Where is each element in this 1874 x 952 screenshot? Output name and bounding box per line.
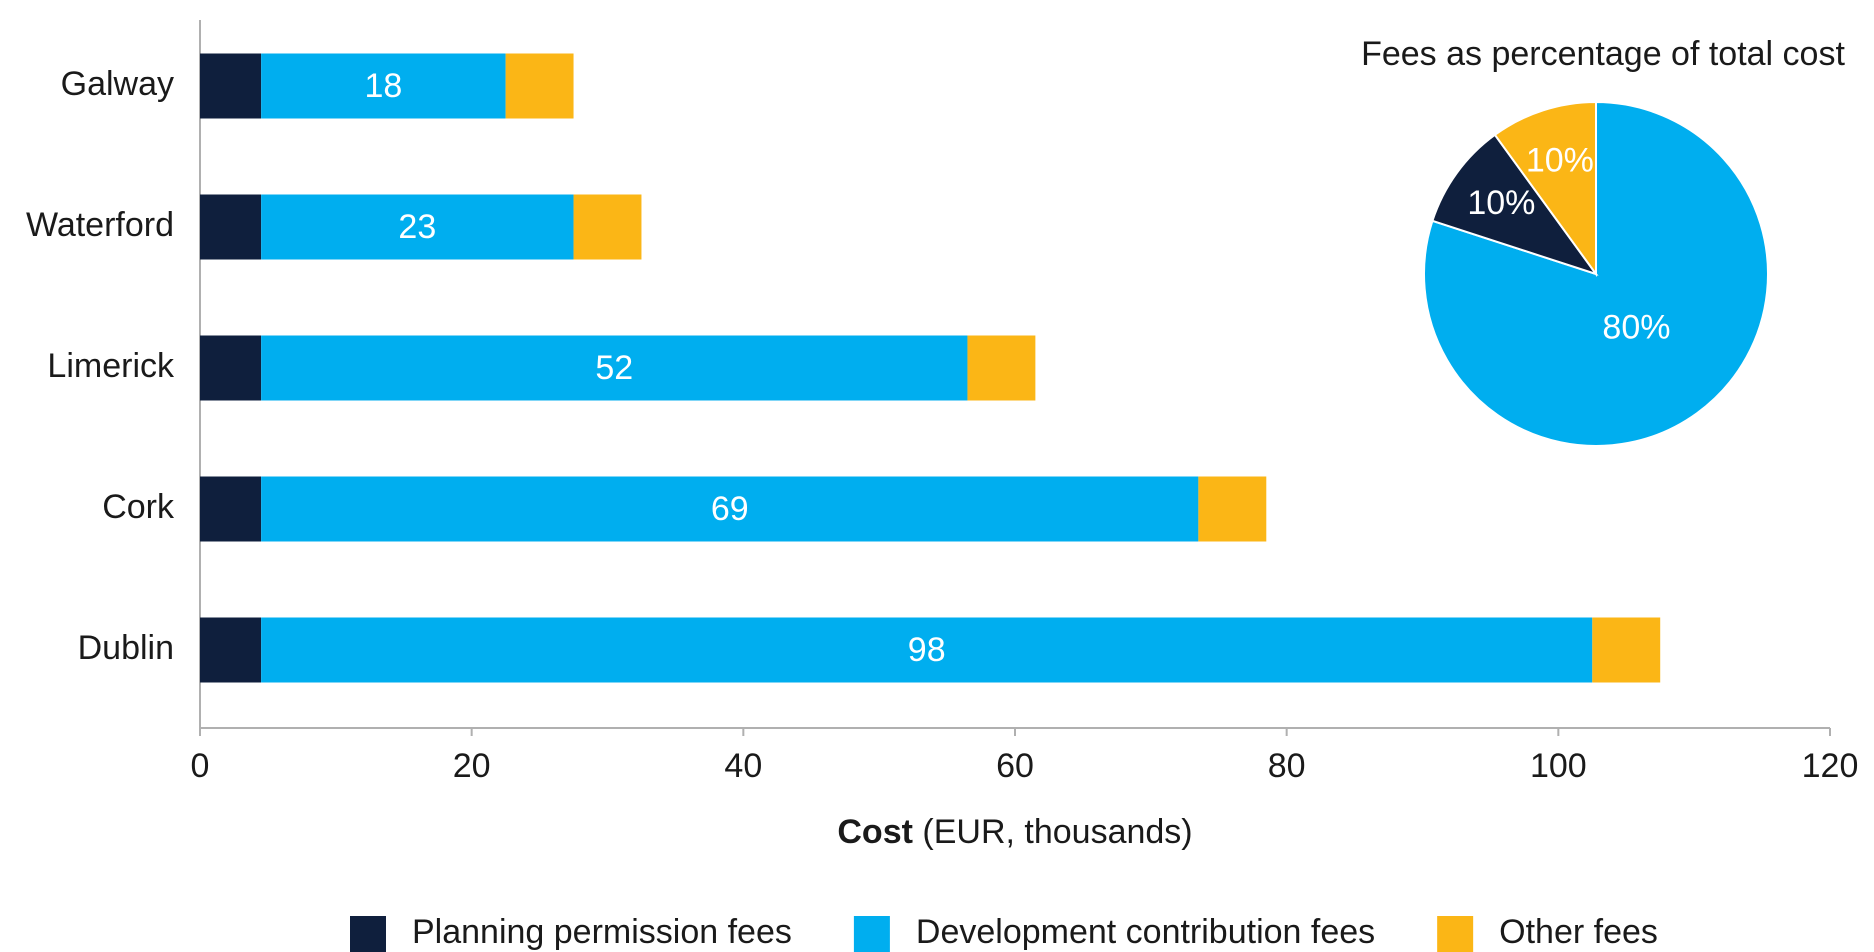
- data-label: 23: [398, 208, 436, 246]
- bar-segment: [261, 617, 1593, 683]
- bar-segment: [573, 194, 642, 260]
- x-tick-label: 40: [724, 747, 762, 785]
- x-axis-label-unit: (EUR, thousands): [922, 813, 1192, 851]
- bar-segment: [200, 335, 262, 401]
- pie-slice: [1493, 100, 1597, 278]
- y-tick-label: Galway: [61, 65, 174, 103]
- bar-segment: [261, 335, 968, 401]
- y-tick-label: Dublin: [78, 629, 174, 667]
- bar-segment: [200, 617, 262, 683]
- legend-swatch: [350, 916, 386, 952]
- x-tick-label: 100: [1530, 747, 1587, 785]
- y-tick-label: Limerick: [47, 347, 175, 385]
- bar-segment: [261, 53, 506, 119]
- bar-segment: [967, 335, 1036, 401]
- pie-title: Fees as percentage of total cost: [1361, 35, 1845, 73]
- x-tick-label: 0: [191, 747, 210, 785]
- data-label: 98: [908, 631, 946, 669]
- bar-segment: [1198, 476, 1267, 542]
- bar-segment: [200, 53, 262, 119]
- pie-label: 10%: [1526, 142, 1594, 180]
- bar-segment: [261, 194, 574, 260]
- data-label: 69: [711, 490, 749, 528]
- bar-segment: [505, 53, 574, 119]
- legend-label: Development contribution fees: [916, 913, 1375, 951]
- legend-swatch: [1437, 916, 1474, 952]
- y-tick-label: Cork: [102, 488, 175, 526]
- pie-label: 80%: [1602, 309, 1670, 347]
- bar-segment: [261, 476, 1199, 542]
- legend-label: Planning permission fees: [412, 913, 792, 951]
- x-tick-label: 120: [1802, 747, 1859, 785]
- legend-label: Other fees: [1499, 913, 1658, 951]
- x-tick-label: 60: [996, 747, 1034, 785]
- x-tick-label: 80: [1268, 747, 1306, 785]
- bar-segment: [200, 476, 262, 542]
- legend-swatch: [853, 916, 890, 952]
- x-axis-label: Cost (EUR, thousands): [837, 813, 1192, 851]
- y-tick-label: Waterford: [26, 206, 174, 244]
- data-label: 52: [595, 349, 633, 387]
- pie-label: 10%: [1467, 184, 1535, 222]
- bar-segment: [1592, 617, 1661, 683]
- x-axis-label-main: Cost: [837, 813, 913, 851]
- x-tick-label: 20: [453, 747, 491, 785]
- bar-segment: [200, 194, 262, 260]
- pie-slice: [1431, 133, 1599, 276]
- data-label: 18: [364, 67, 402, 105]
